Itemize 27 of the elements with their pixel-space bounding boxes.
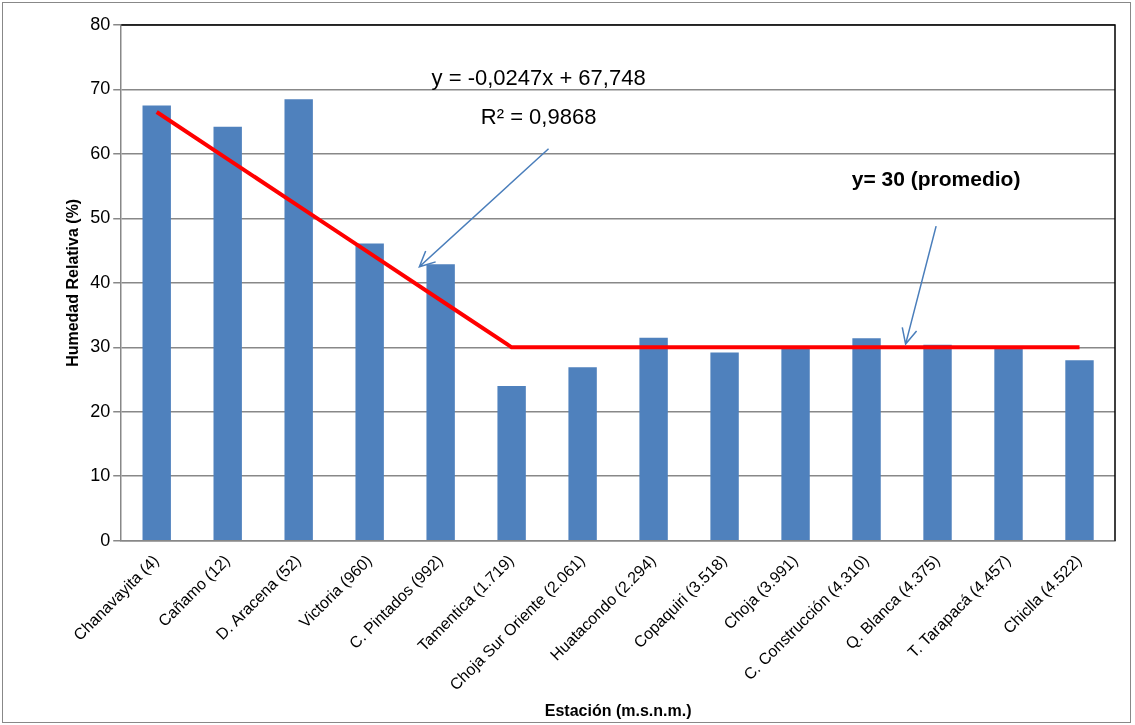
bar [426,264,455,540]
annotation: R² = 0,9868 [480,103,597,129]
bar [852,338,881,540]
bar [568,367,597,540]
y-tick-label: 0 [100,529,111,550]
annotation: y = -0,0247x + 67,748 [431,65,646,91]
y-tick-label: 70 [90,78,111,99]
bar [994,347,1023,540]
y-tick-label: 80 [90,13,111,34]
bar [1065,360,1094,540]
y-tick-label: 40 [90,271,111,292]
x-axis-title: Estación (m.s.n.m.) [544,701,692,719]
bar [284,99,313,540]
y-axis-title: Humedad Relativa (%) [64,198,82,367]
bar [710,352,739,540]
bar [639,337,668,540]
bar [355,243,384,540]
annotation: y= 30 (promedio) [851,166,1021,190]
bar [497,385,526,540]
y-tick-label: 20 [90,400,111,421]
y-tick-label: 60 [90,142,111,163]
bar [781,347,810,540]
bar [213,126,242,540]
bar [142,105,171,540]
y-tick-label: 30 [90,336,111,357]
y-tick-label: 50 [90,207,111,228]
y-tick-label: 10 [90,465,111,486]
